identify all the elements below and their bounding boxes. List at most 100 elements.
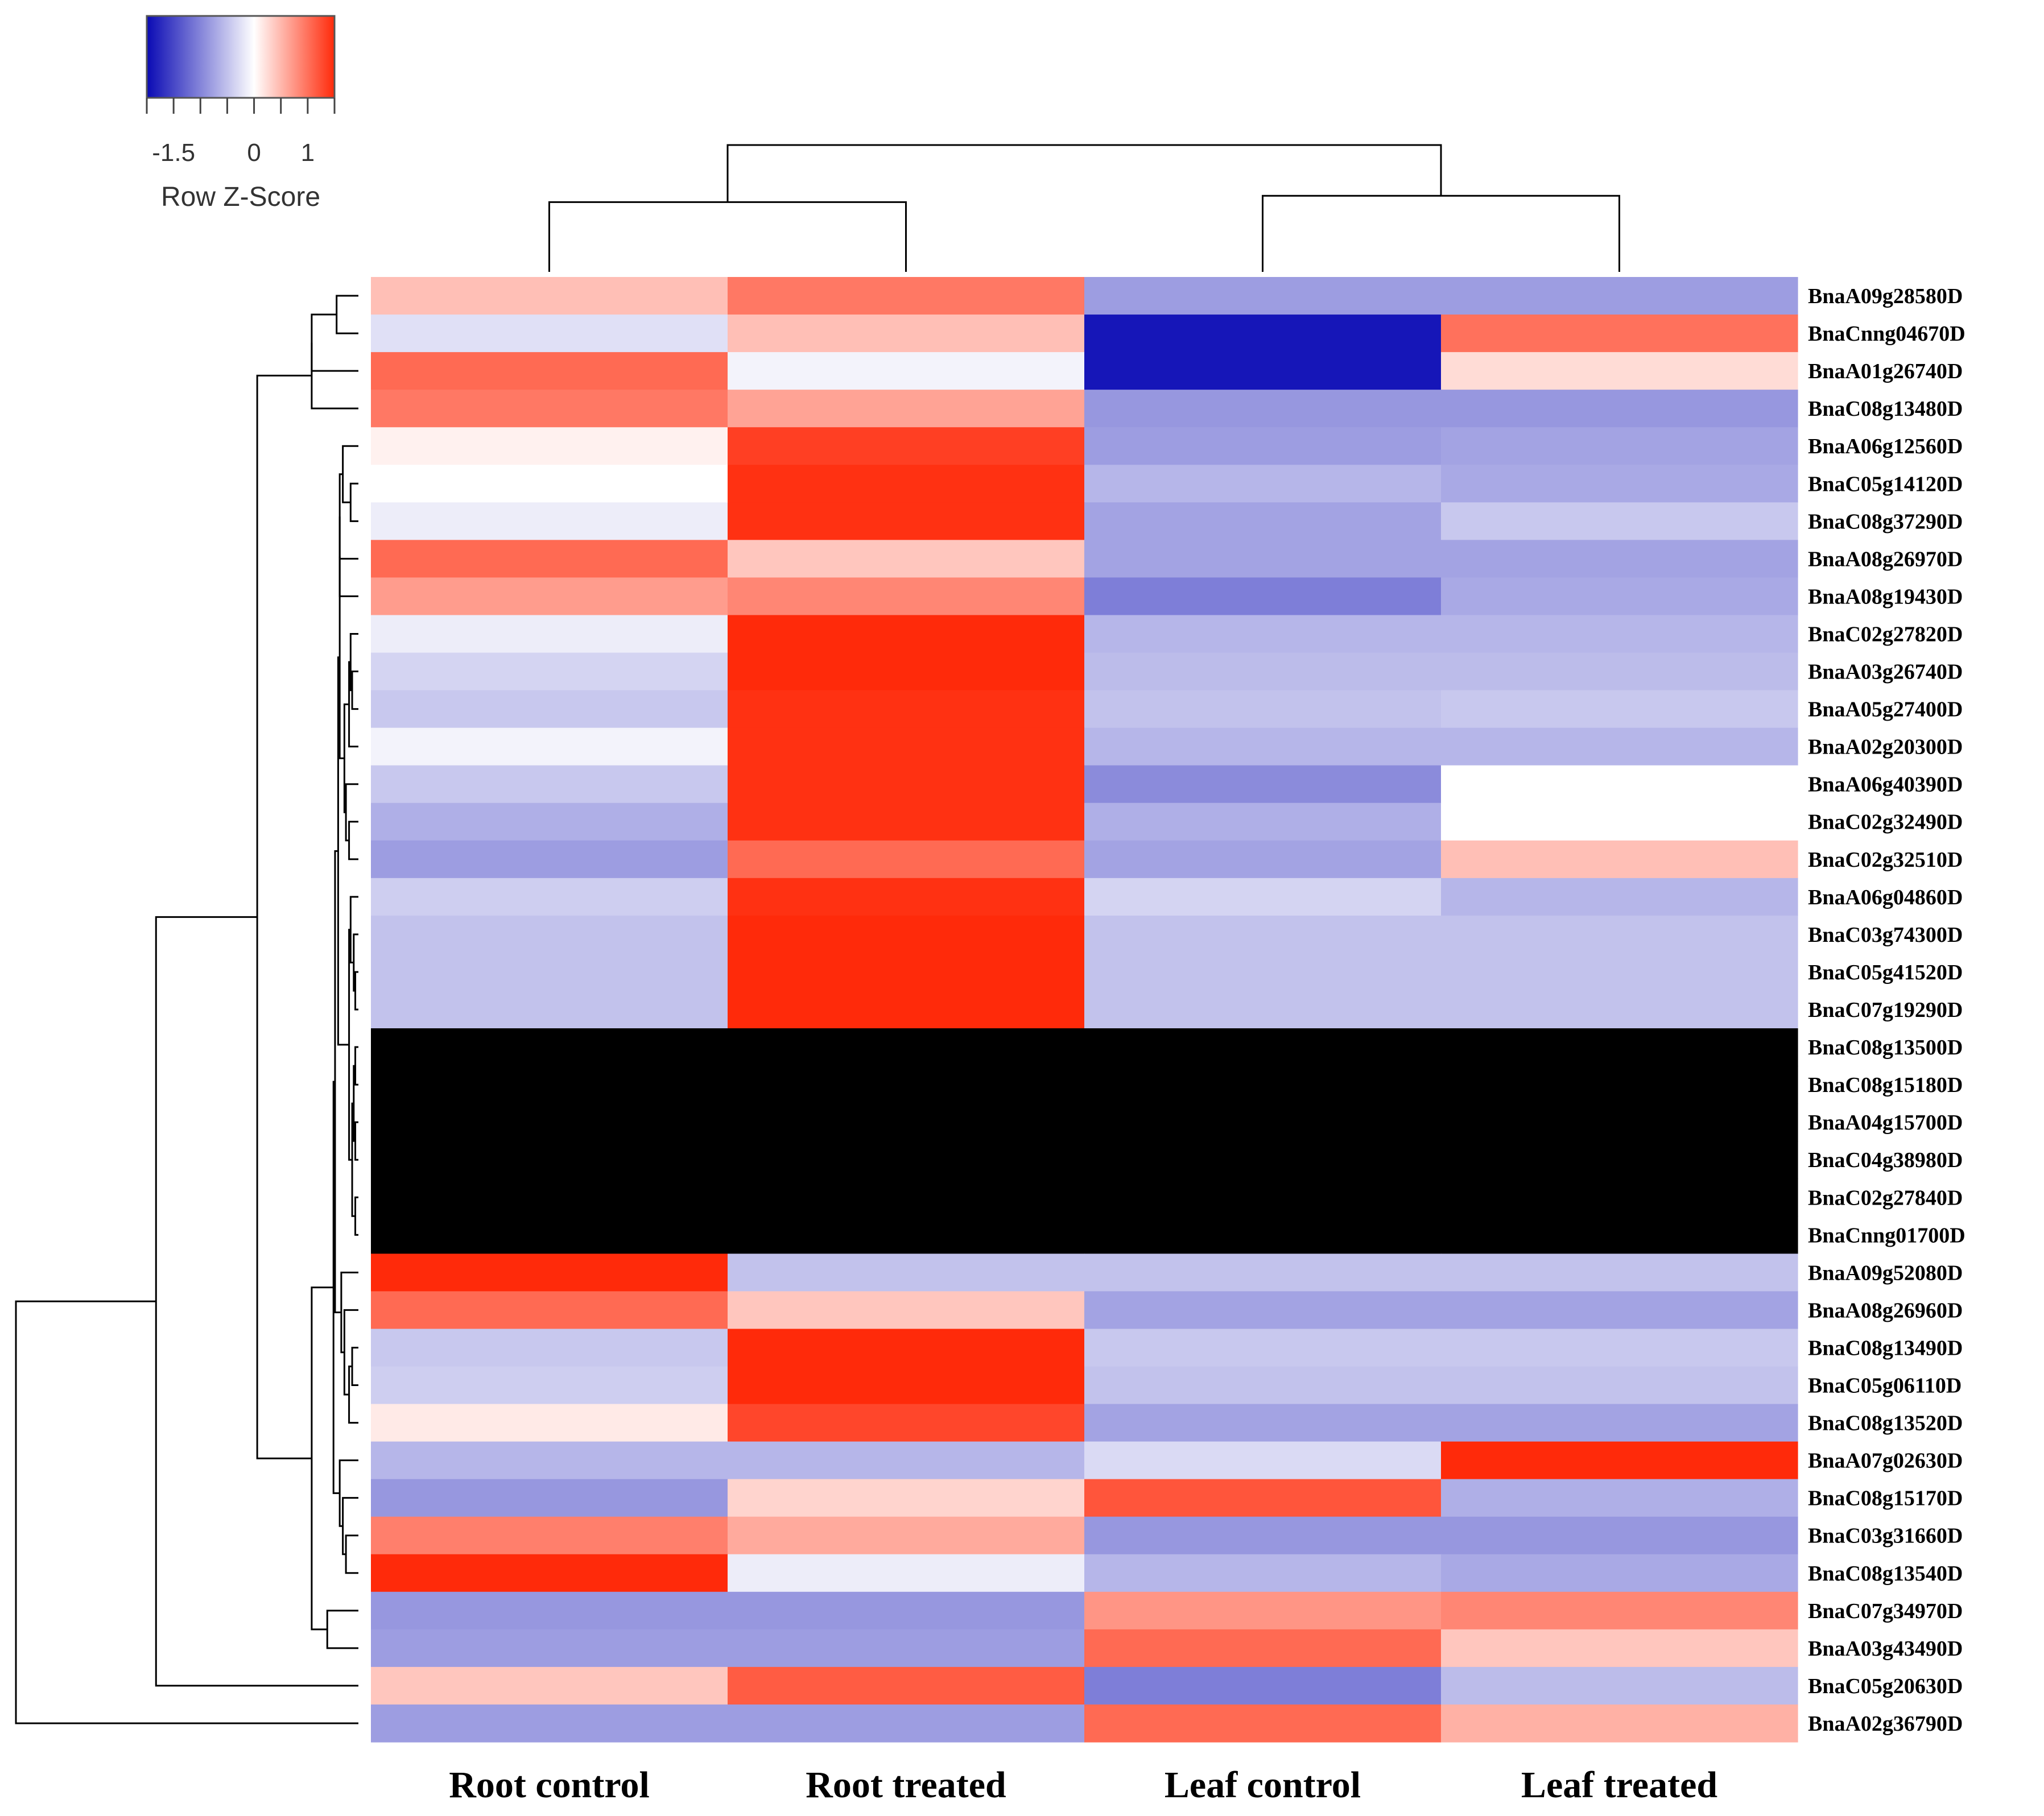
- row-dendrogram-branch: [338, 1459, 358, 1527]
- heatmap-cell: [371, 427, 728, 465]
- heatmap-cell: [1084, 1066, 1442, 1104]
- row-dendrogram-branch: [348, 661, 358, 748]
- row-label: BnaA07g02630D: [1808, 1449, 1963, 1473]
- row-dendrogram-branch: [351, 671, 358, 710]
- heatmap-cell: [371, 1329, 728, 1367]
- row-label: BnaA09g28580D: [1808, 284, 1963, 308]
- heatmap-cell: [1084, 652, 1442, 691]
- heatmap-cell: [371, 840, 728, 879]
- heatmap-cell: [728, 427, 1085, 465]
- row-dendrogram-branch: [338, 556, 345, 759]
- heatmap-cell: [1441, 690, 1798, 729]
- row-label: BnaCnng04670D: [1808, 322, 1965, 346]
- heatmap-cell: [371, 1591, 728, 1630]
- heatmap-cell: [1441, 765, 1798, 804]
- heatmap-cell: [1084, 1591, 1442, 1630]
- heatmap-cell: [371, 1629, 728, 1668]
- color-key-tick-label: 0: [247, 139, 261, 167]
- row-label: BnaC08g15170D: [1808, 1487, 1963, 1511]
- row-label: BnaC08g13500D: [1808, 1036, 1963, 1060]
- row-label: BnaA05g27400D: [1808, 698, 1963, 722]
- row-dendrogram-branch: [311, 342, 358, 409]
- row-label: BnaA03g43490D: [1808, 1637, 1963, 1661]
- heatmap-cell: [1084, 427, 1442, 465]
- row-dendrogram-branch: [343, 1309, 358, 1396]
- heatmap-cell: [371, 1103, 728, 1141]
- row-label: BnaA02g20300D: [1808, 735, 1963, 759]
- column-label: Leaf treated: [1521, 1764, 1717, 1806]
- row-dendrogram-branch: [336, 295, 358, 334]
- heatmap-cell: [1441, 990, 1798, 1029]
- heatmap-cell: [728, 915, 1085, 954]
- heatmap-cell: [1084, 577, 1442, 616]
- heatmap-cell: [371, 1291, 728, 1330]
- row-label: BnaC08g13540D: [1808, 1562, 1963, 1586]
- heatmap-cell: [728, 1516, 1085, 1555]
- heatmap-cell: [371, 390, 728, 428]
- row-dendrogram-branch: [338, 516, 358, 597]
- heatmap-cell: [1084, 390, 1442, 428]
- color-key-tick-label: -1.5: [152, 139, 195, 167]
- heatmap-cell: [371, 465, 728, 503]
- heatmap-cell: [1441, 878, 1798, 916]
- heatmap-cell: [371, 1216, 728, 1254]
- row-label: BnaA03g26740D: [1808, 660, 1963, 684]
- heatmap-cell: [728, 765, 1085, 804]
- heatmap-cell: [1441, 390, 1798, 428]
- heatmap-cell: [1441, 1441, 1798, 1480]
- heatmap-cell: [728, 1704, 1085, 1743]
- heatmap-cell: [1084, 465, 1442, 503]
- row-dendrogram-branch: [354, 971, 358, 1011]
- heatmap-cell: [1084, 953, 1442, 991]
- color-key-legend: -1.5 0 1 Row Z-Score: [146, 15, 336, 212]
- heatmap-cell: [1084, 1103, 1442, 1141]
- heatmap-cell: [728, 1216, 1085, 1254]
- row-label: BnaC05g06110D: [1808, 1374, 1962, 1398]
- heatmap-cell: [728, 1366, 1085, 1405]
- heatmap-cell: [1441, 1216, 1798, 1254]
- heatmap-cell: [1084, 1666, 1442, 1705]
- row-label: BnaC04g38980D: [1808, 1148, 1963, 1172]
- heatmap-cell: [1441, 1066, 1798, 1104]
- heatmap-cell: [371, 1666, 728, 1705]
- row-label: BnaA01g26740D: [1808, 359, 1963, 383]
- heatmap-cell: [1084, 690, 1442, 729]
- heatmap-cell: [1441, 502, 1798, 540]
- row-label: BnaC07g34970D: [1808, 1599, 1963, 1623]
- heatmap-cell: [1084, 802, 1442, 841]
- heatmap-cell: [371, 727, 728, 766]
- row-label: BnaA06g04860D: [1808, 886, 1963, 909]
- heatmap-cell: [1084, 615, 1442, 653]
- heatmap-cell: [1084, 540, 1442, 578]
- heatmap-cell: [1441, 915, 1798, 954]
- heatmap-cell: [1441, 1178, 1798, 1217]
- heatmap-cell: [1084, 1216, 1442, 1254]
- row-dendrogram-branch: [353, 1065, 356, 1142]
- row-dendrogram-branch: [348, 929, 353, 1161]
- row-label: BnaC07g19290D: [1808, 998, 1963, 1022]
- heatmap-cell: [371, 690, 728, 729]
- heatmap-cell: [371, 1366, 728, 1405]
- heatmap-cell: [728, 277, 1085, 315]
- heatmap-cell: [371, 577, 728, 616]
- column-dendrogram-branch: [1262, 195, 1620, 272]
- row-label: BnaC03g31660D: [1808, 1524, 1963, 1548]
- column-label: Root control: [449, 1764, 650, 1806]
- heatmap-cell: [1441, 315, 1798, 353]
- heatmap-cell: [371, 1516, 728, 1555]
- row-dendrogram: [15, 295, 358, 1724]
- column-dendrogram: [548, 144, 1620, 272]
- heatmap-cell: [728, 1291, 1085, 1330]
- heatmap-cell: [728, 1178, 1085, 1217]
- heatmap-cell: [1441, 577, 1798, 616]
- heatmap-cell: [1441, 1329, 1798, 1367]
- row-label: BnaC05g14120D: [1808, 472, 1963, 496]
- heatmap-cell: [371, 540, 728, 578]
- heatmap-cell: [728, 390, 1085, 428]
- heatmap-cell: [1084, 502, 1442, 540]
- row-dendrogram-branch: [354, 1046, 358, 1086]
- row-dendrogram-branch: [311, 1286, 334, 1631]
- column-label: Root treated: [806, 1764, 1006, 1806]
- row-label: BnaC08g13480D: [1808, 397, 1963, 421]
